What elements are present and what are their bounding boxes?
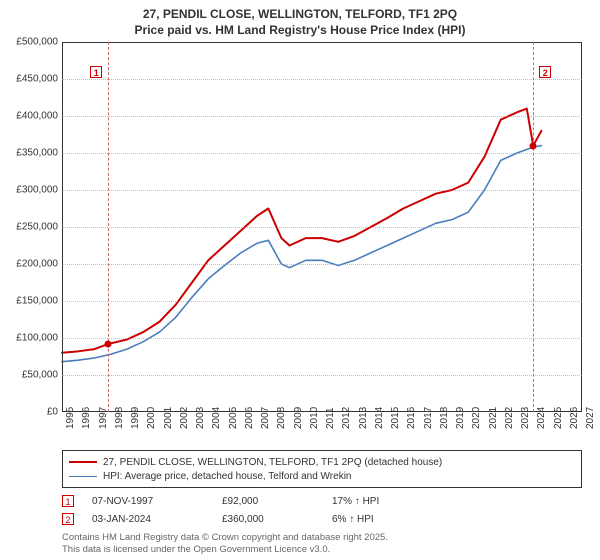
series-line bbox=[62, 109, 541, 353]
y-gridline bbox=[62, 153, 582, 154]
marker-vline bbox=[533, 42, 534, 412]
x-tick-label: 2002 bbox=[179, 407, 190, 429]
marker-vline bbox=[108, 42, 109, 412]
x-tick-label: 2015 bbox=[390, 407, 401, 429]
x-tick-label: 2013 bbox=[358, 407, 369, 429]
marker-box: 1 bbox=[90, 66, 102, 78]
legend-swatch bbox=[69, 461, 97, 463]
marker-table-date: 03-JAN-2024 bbox=[92, 514, 222, 525]
legend-swatch bbox=[69, 476, 97, 477]
x-tick-label: 2019 bbox=[455, 407, 466, 429]
y-tick-label: £200,000 bbox=[8, 259, 58, 270]
y-tick-label: £250,000 bbox=[8, 222, 58, 233]
marker-table-delta: 17% ↑ HPI bbox=[332, 496, 379, 507]
footnote: Contains HM Land Registry data © Crown c… bbox=[62, 532, 388, 556]
x-tick-label: 2016 bbox=[406, 407, 417, 429]
marker-table-row: 2 03-JAN-2024£360,0006% ↑ HPI bbox=[62, 510, 582, 528]
x-tick-label: 1999 bbox=[130, 407, 141, 429]
x-tick-label: 2025 bbox=[553, 407, 564, 429]
x-tick-label: 1996 bbox=[81, 407, 92, 429]
y-gridline bbox=[62, 301, 582, 302]
marker-table-date: 07-NOV-1997 bbox=[92, 496, 222, 507]
series-line bbox=[62, 146, 541, 362]
legend-item: 27, PENDIL CLOSE, WELLINGTON, TELFORD, T… bbox=[69, 455, 575, 469]
marker-table-delta: 6% ↑ HPI bbox=[332, 514, 374, 525]
x-tick-label: 2003 bbox=[195, 407, 206, 429]
x-tick-label: 1998 bbox=[114, 407, 125, 429]
y-tick-label: £350,000 bbox=[8, 148, 58, 159]
y-tick-label: £500,000 bbox=[8, 37, 58, 48]
footnote-line-1: Contains HM Land Registry data © Crown c… bbox=[62, 532, 388, 544]
x-tick-label: 2020 bbox=[471, 407, 482, 429]
x-tick-label: 2008 bbox=[276, 407, 287, 429]
marker-dot bbox=[105, 340, 112, 347]
x-tick-label: 2005 bbox=[228, 407, 239, 429]
x-tick-label: 2018 bbox=[439, 407, 450, 429]
chart-title: 27, PENDIL CLOSE, WELLINGTON, TELFORD, T… bbox=[0, 0, 600, 38]
x-tick-label: 1995 bbox=[65, 407, 76, 429]
x-tick-label: 2004 bbox=[211, 407, 222, 429]
x-tick-label: 1997 bbox=[98, 407, 109, 429]
marker-table-price: £92,000 bbox=[222, 496, 332, 507]
x-tick-label: 2021 bbox=[488, 407, 499, 429]
marker-table-id: 2 bbox=[62, 513, 74, 525]
point-markers-table: 1 07-NOV-1997£92,00017% ↑ HPI 2 03-JAN-2024… bbox=[62, 492, 582, 528]
marker-box: 2 bbox=[539, 66, 551, 78]
y-gridline bbox=[62, 264, 582, 265]
marker-table-id: 1 bbox=[62, 495, 74, 507]
legend: 27, PENDIL CLOSE, WELLINGTON, TELFORD, T… bbox=[62, 450, 582, 488]
y-tick-label: £100,000 bbox=[8, 333, 58, 344]
title-line-2: Price paid vs. HM Land Registry's House … bbox=[0, 22, 600, 38]
x-tick-label: 2000 bbox=[146, 407, 157, 429]
x-tick-label: 2001 bbox=[163, 407, 174, 429]
x-tick-label: 2026 bbox=[569, 407, 580, 429]
y-tick-label: £150,000 bbox=[8, 296, 58, 307]
marker-table-price: £360,000 bbox=[222, 514, 332, 525]
y-gridline bbox=[62, 79, 582, 80]
y-gridline bbox=[62, 190, 582, 191]
x-tick-label: 2027 bbox=[585, 407, 596, 429]
x-tick-label: 2014 bbox=[374, 407, 385, 429]
x-tick-label: 2011 bbox=[325, 407, 336, 429]
plot-area: £0£50,000£100,000£150,000£200,000£250,00… bbox=[62, 42, 582, 412]
x-tick-label: 2012 bbox=[341, 407, 352, 429]
legend-label: HPI: Average price, detached house, Telf… bbox=[103, 471, 352, 482]
y-tick-label: £450,000 bbox=[8, 74, 58, 85]
x-tick-label: 2023 bbox=[520, 407, 531, 429]
y-gridline bbox=[62, 375, 582, 376]
y-gridline bbox=[62, 338, 582, 339]
x-tick-label: 2017 bbox=[423, 407, 434, 429]
marker-dot bbox=[530, 142, 537, 149]
y-tick-label: £300,000 bbox=[8, 185, 58, 196]
y-tick-label: £400,000 bbox=[8, 111, 58, 122]
y-tick-label: £0 bbox=[8, 407, 58, 418]
y-tick-label: £50,000 bbox=[8, 370, 58, 381]
x-tick-label: 2022 bbox=[504, 407, 515, 429]
legend-item: HPI: Average price, detached house, Telf… bbox=[69, 469, 575, 483]
legend-label: 27, PENDIL CLOSE, WELLINGTON, TELFORD, T… bbox=[103, 457, 442, 468]
x-tick-label: 2010 bbox=[309, 407, 320, 429]
footnote-line-2: This data is licensed under the Open Gov… bbox=[62, 544, 388, 556]
y-gridline bbox=[62, 116, 582, 117]
x-tick-label: 2024 bbox=[536, 407, 547, 429]
marker-table-row: 1 07-NOV-1997£92,00017% ↑ HPI bbox=[62, 492, 582, 510]
x-tick-label: 2007 bbox=[260, 407, 271, 429]
y-gridline bbox=[62, 227, 582, 228]
x-tick-label: 2006 bbox=[244, 407, 255, 429]
title-line-1: 27, PENDIL CLOSE, WELLINGTON, TELFORD, T… bbox=[0, 6, 600, 22]
x-tick-label: 2009 bbox=[293, 407, 304, 429]
